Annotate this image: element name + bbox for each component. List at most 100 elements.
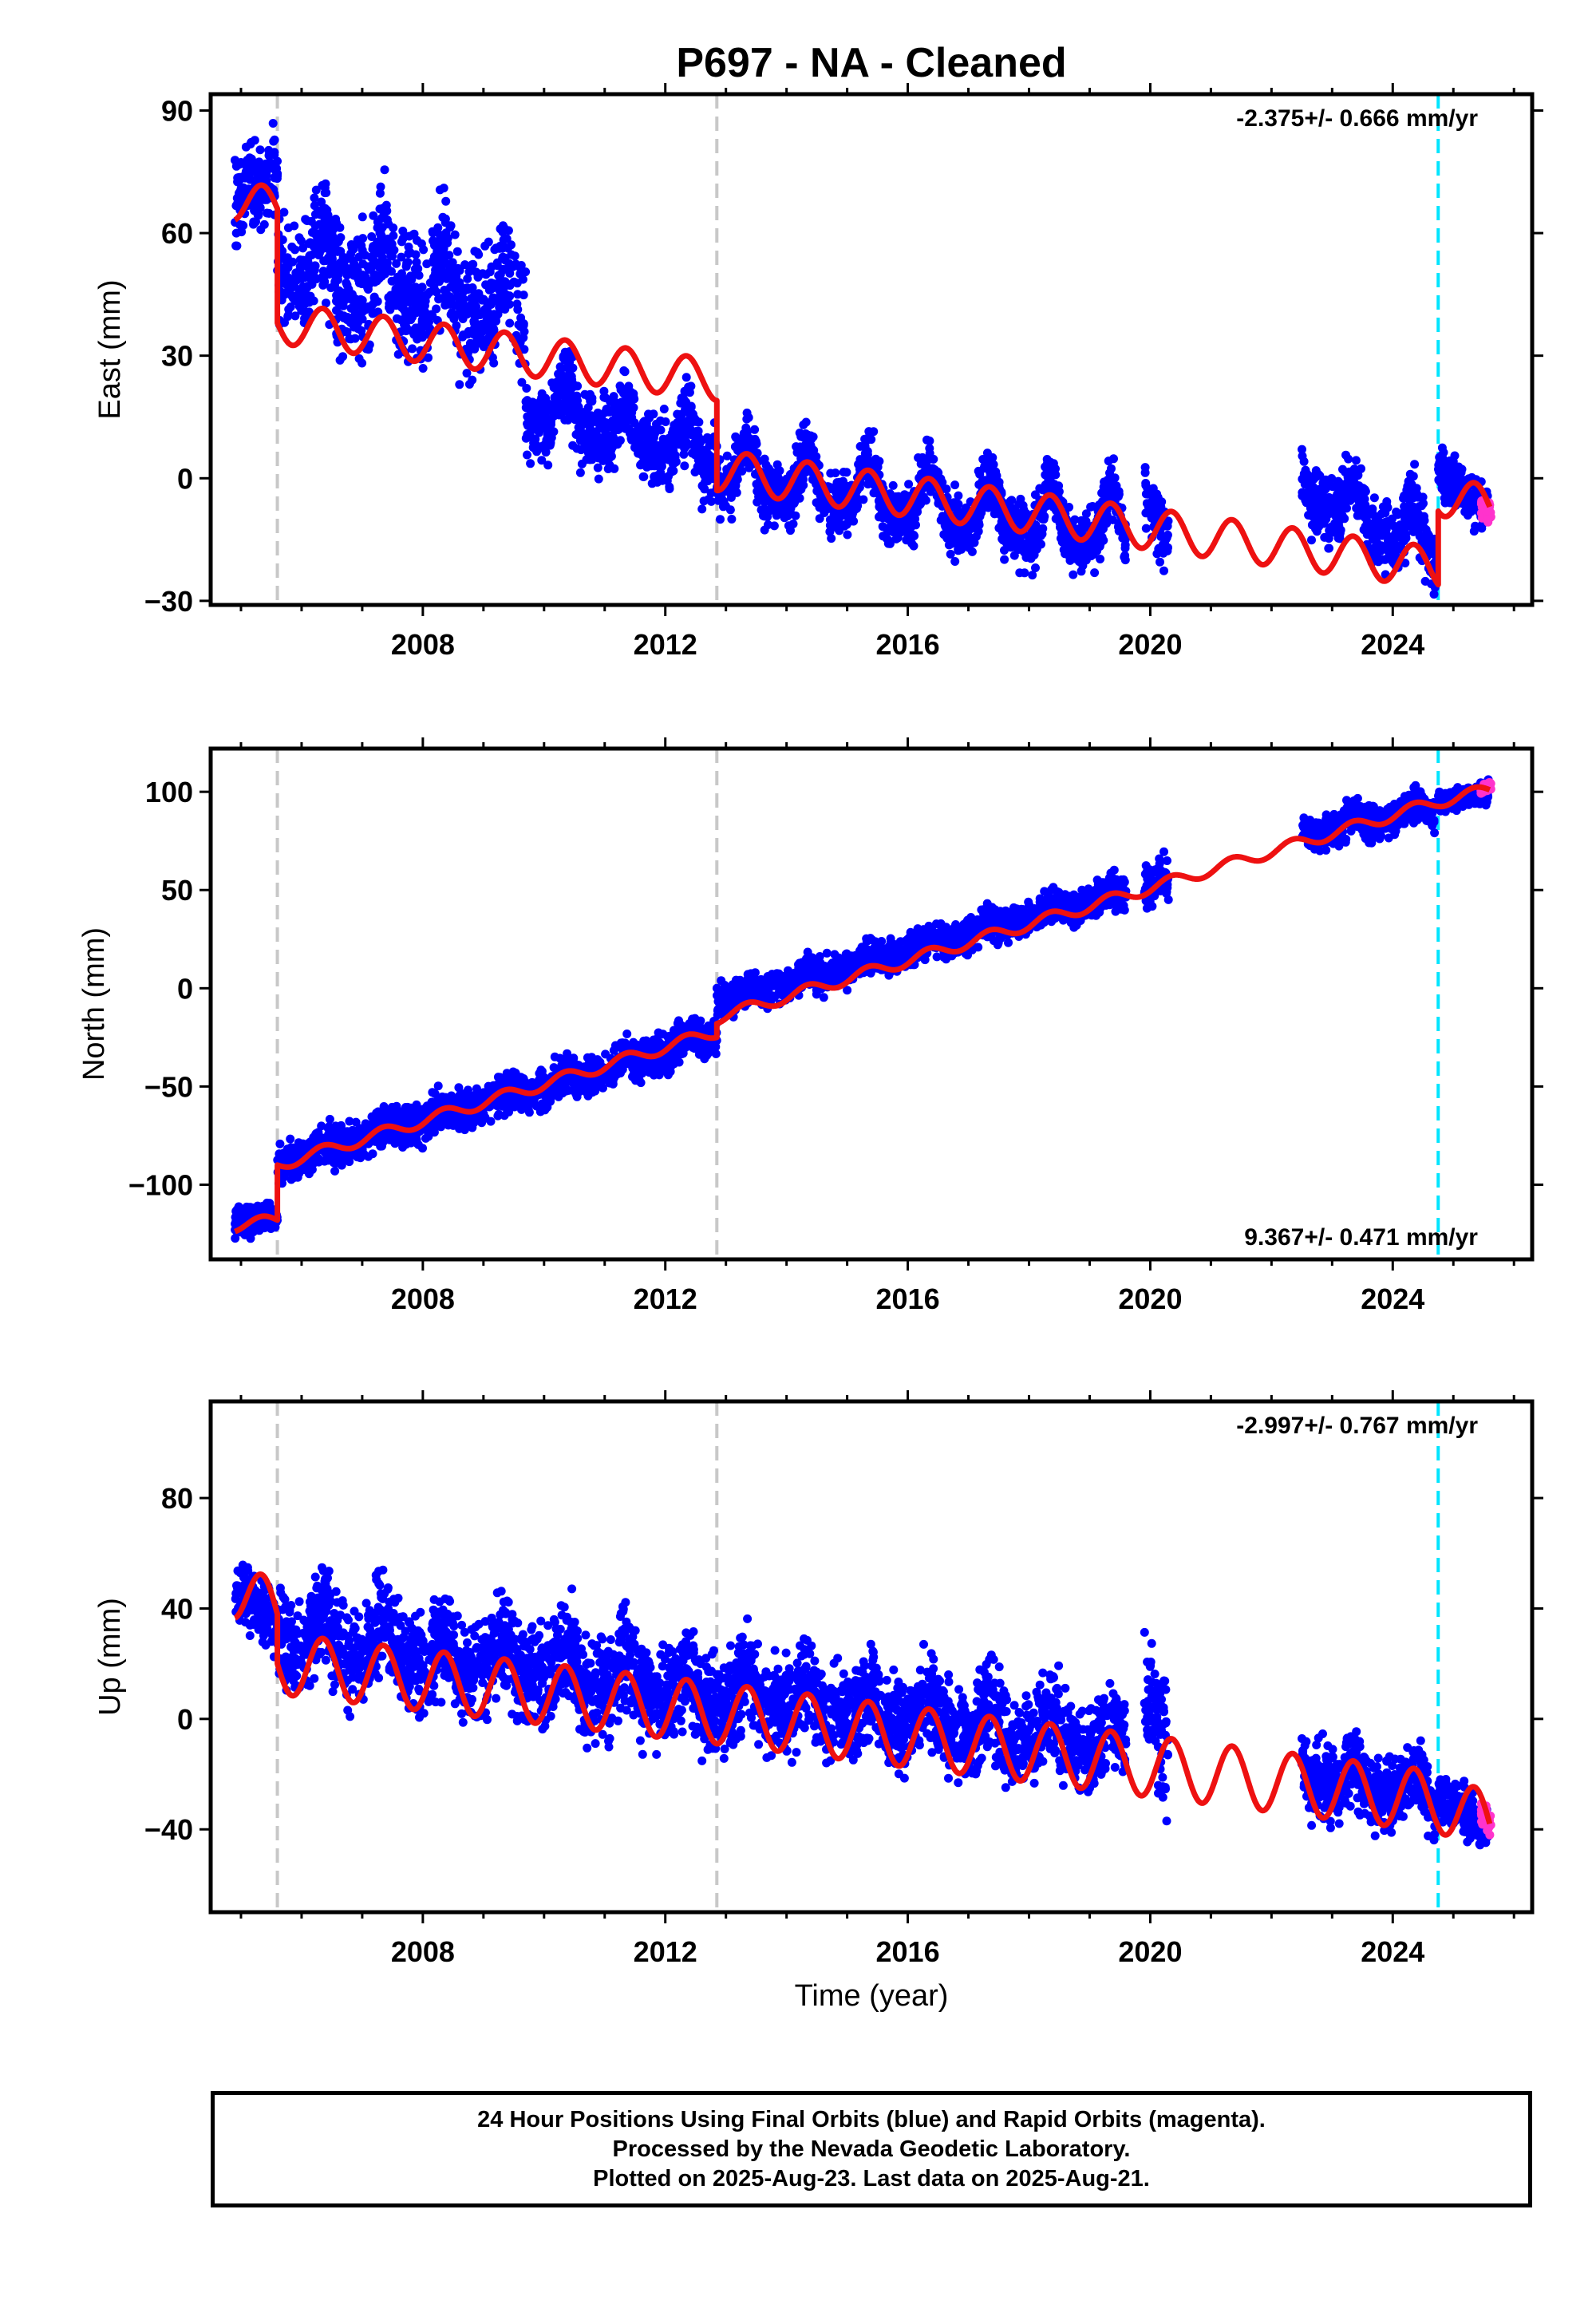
- data-point: [284, 259, 294, 269]
- data-point: [368, 262, 377, 271]
- data-point: [334, 237, 343, 247]
- data-point: [290, 245, 300, 255]
- data-point: [843, 530, 852, 539]
- data-point: [1302, 469, 1312, 479]
- data-point: [1381, 517, 1390, 527]
- data-point: [369, 270, 379, 279]
- data-point: [543, 460, 553, 470]
- data-point: [442, 294, 452, 303]
- data-point: [517, 377, 527, 387]
- data-point: [609, 392, 618, 401]
- data-point: [302, 216, 312, 226]
- data-point: [909, 541, 918, 551]
- data-point: [523, 450, 531, 460]
- data-point: [1381, 508, 1390, 518]
- data-point: [769, 521, 779, 531]
- data-point: [1312, 527, 1321, 536]
- data-point: [1043, 458, 1053, 468]
- data-point: [376, 242, 385, 251]
- data-point: [687, 430, 697, 440]
- data-point: [460, 260, 470, 270]
- data-point: [441, 196, 451, 206]
- data-point: [375, 188, 385, 198]
- data-point: [556, 400, 566, 409]
- data-point: [389, 231, 398, 240]
- data-point: [470, 247, 480, 256]
- data-point: [300, 272, 309, 282]
- data-point: [829, 510, 839, 520]
- data-point: [369, 211, 378, 220]
- data-point: [432, 304, 441, 314]
- data-point: [1145, 485, 1155, 495]
- data-point: [587, 397, 597, 406]
- data-point: [488, 353, 497, 362]
- data-point: [284, 310, 293, 320]
- data-point: [317, 197, 326, 207]
- data-point: [320, 228, 330, 238]
- data-point: [667, 446, 677, 456]
- data-point: [626, 388, 636, 397]
- data-point: [347, 267, 357, 277]
- series-final-orbits: [231, 119, 1492, 599]
- data-point: [703, 450, 713, 460]
- data-point: [1363, 510, 1373, 520]
- data-point: [658, 434, 668, 444]
- data-point: [330, 1166, 340, 1176]
- data-point: [1157, 497, 1167, 507]
- data-point: [634, 422, 643, 432]
- data-point: [294, 285, 303, 294]
- data-point: [670, 458, 680, 468]
- data-point: [563, 415, 573, 425]
- data-point: [593, 463, 602, 472]
- data-point: [307, 227, 317, 237]
- data-point: [1437, 443, 1447, 453]
- data-point: [864, 456, 873, 466]
- data-point: [250, 136, 259, 145]
- data-point: [334, 286, 344, 295]
- data-point: [1005, 496, 1015, 506]
- data-point: [472, 302, 481, 311]
- data-point: [393, 278, 403, 287]
- data-point: [700, 484, 709, 494]
- data-point: [447, 275, 456, 284]
- data-point: [236, 227, 246, 236]
- data-point: [484, 298, 493, 307]
- data-point: [339, 259, 349, 268]
- data-point: [425, 317, 433, 326]
- data-point: [496, 270, 505, 279]
- data-point: [353, 312, 362, 322]
- data-point: [1373, 522, 1381, 532]
- data-point: [389, 223, 398, 232]
- data-point: [1396, 524, 1406, 533]
- data-point: [380, 165, 389, 175]
- data-point: [270, 1222, 279, 1231]
- data-point: [1429, 590, 1439, 599]
- data-point: [1407, 480, 1416, 489]
- data-point: [618, 389, 628, 398]
- data-point: [1026, 547, 1036, 557]
- data-point: [860, 441, 870, 451]
- data-point: [310, 193, 319, 203]
- data-point: [1463, 511, 1472, 520]
- data-point: [291, 268, 301, 278]
- data-point: [1376, 546, 1385, 555]
- data-point: [788, 520, 798, 528]
- data-point: [566, 385, 575, 395]
- data-point: [290, 311, 300, 321]
- data-point: [397, 252, 406, 262]
- data-point: [663, 454, 673, 464]
- data-point: [348, 293, 358, 302]
- data-point: [341, 295, 350, 305]
- data-point: [358, 212, 367, 222]
- data-point: [525, 411, 535, 421]
- data-point: [261, 1223, 271, 1232]
- data-point: [434, 294, 444, 304]
- data-point: [398, 227, 408, 235]
- data-point: [1315, 471, 1325, 480]
- data-point: [542, 397, 551, 407]
- figure-title: P697 - NA - Cleaned: [676, 40, 1066, 86]
- data-point: [541, 448, 551, 457]
- x-tick-label: 2024: [1361, 628, 1424, 661]
- data-point: [334, 298, 344, 308]
- data-point: [670, 437, 680, 446]
